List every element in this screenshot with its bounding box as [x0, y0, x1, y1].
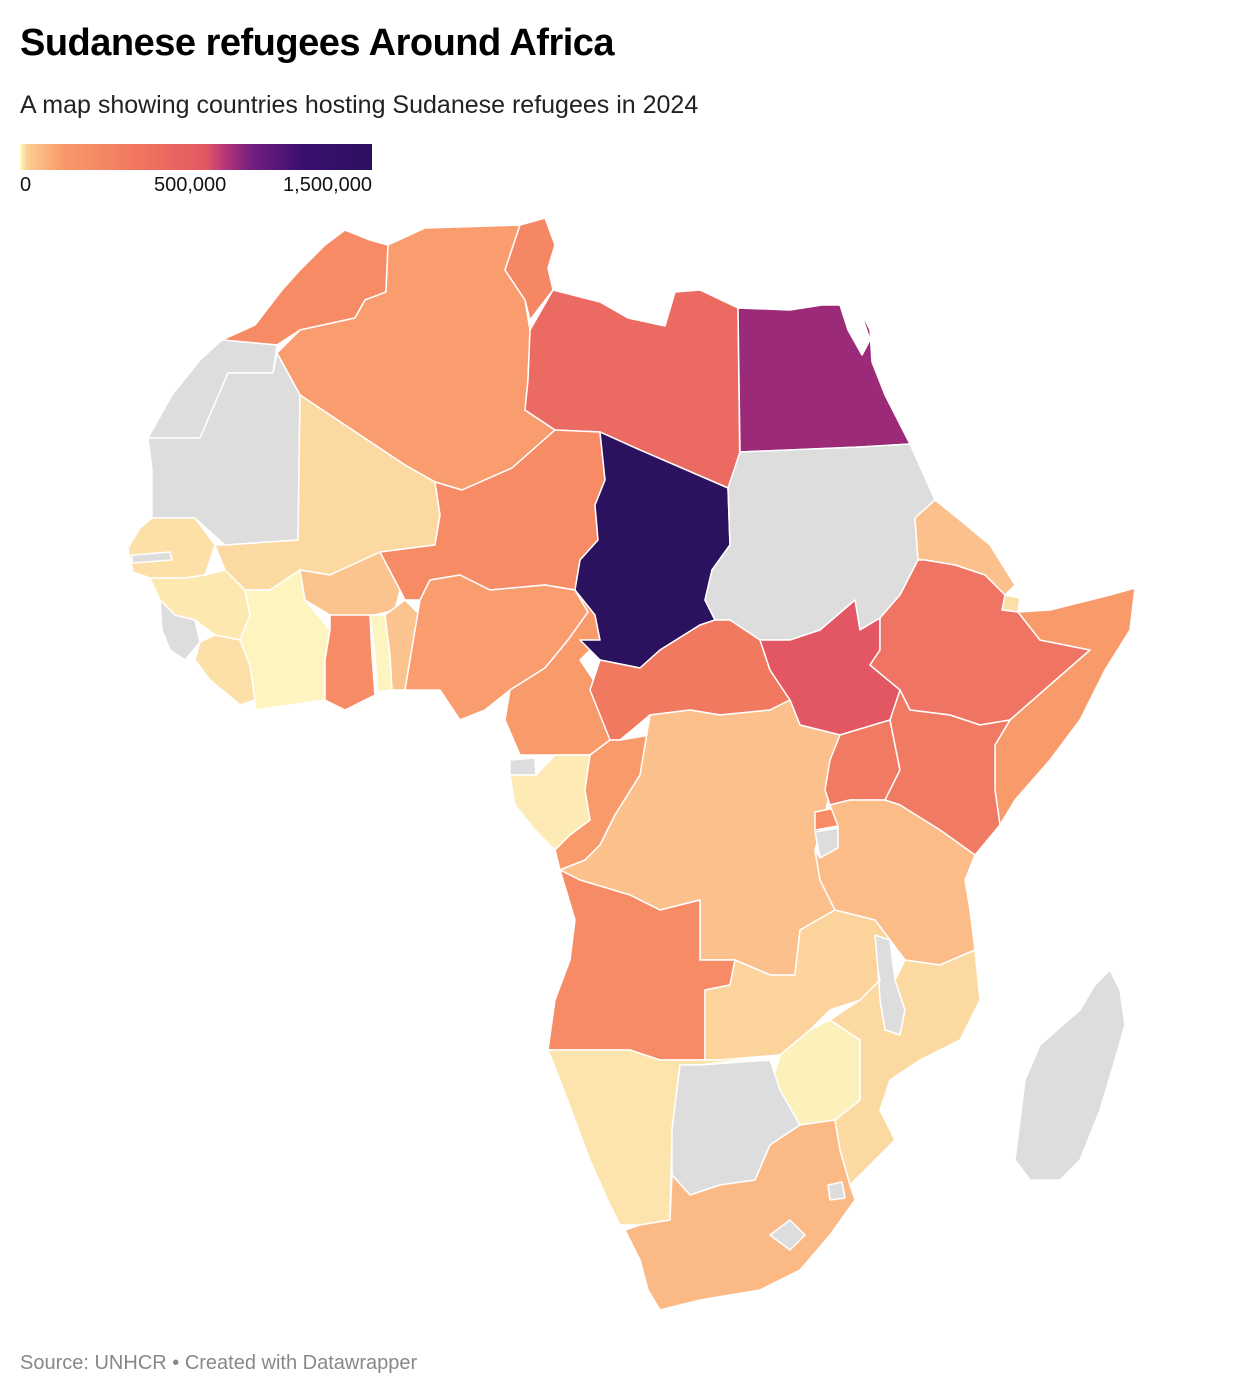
legend-labels: 0 500,000 1,500,000 — [20, 170, 372, 200]
color-legend: 0 500,000 1,500,000 — [20, 144, 372, 200]
country-eswatini[interactable] — [827, 1181, 846, 1201]
source-credit: Source: UNHCR • Created with Datawrapper — [20, 1352, 418, 1374]
country-lesotho[interactable] — [769, 1219, 806, 1251]
africa-map — [127, 217, 1136, 1311]
country-egypt[interactable] — [737, 304, 911, 453]
chart-title: Sudanese refugees Around Africa — [20, 22, 615, 64]
country-senegal[interactable] — [127, 517, 216, 579]
chart-subtitle: A map showing countries hosting Sudanese… — [20, 91, 699, 119]
legend-label-max: 1,500,000 — [283, 174, 372, 196]
country-south-africa[interactable] — [624, 1119, 856, 1311]
country-tanzania[interactable] — [814, 799, 976, 966]
legend-gradient-bar — [20, 144, 372, 170]
country-gambia[interactable] — [131, 551, 173, 564]
country-ghana[interactable] — [324, 614, 376, 711]
country-kenya[interactable] — [884, 689, 1011, 856]
legend-label-min: 0 — [20, 174, 32, 196]
legend-label-mid: 500,000 — [154, 174, 227, 196]
country-mauritania[interactable] — [147, 352, 301, 546]
country-somalia[interactable] — [994, 587, 1136, 826]
country-equatorial-guinea[interactable] — [509, 757, 537, 776]
country-sierra-leone[interactable] — [159, 599, 201, 661]
country-madagascar[interactable] — [1014, 969, 1126, 1181]
